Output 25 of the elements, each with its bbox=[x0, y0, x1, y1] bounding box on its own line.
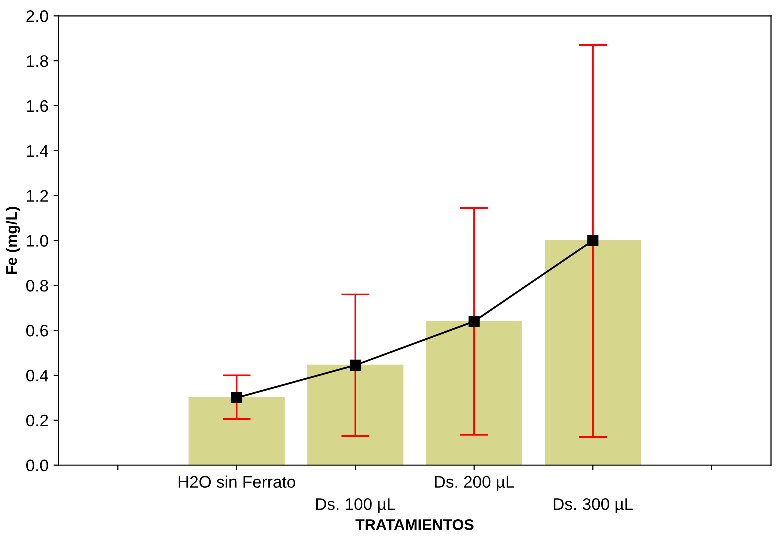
point bbox=[350, 360, 362, 371]
y-axis-title: Fe (mg/L) bbox=[6, 207, 20, 274]
y-tick-label: 0.2 bbox=[26, 414, 48, 427]
x-tick-label: Ds. 300 µL bbox=[554, 498, 634, 514]
y-tick-label: 1.6 bbox=[27, 100, 48, 112]
bar bbox=[426, 321, 522, 466]
x-tick-label: Ds. 200 µL bbox=[435, 476, 514, 492]
y-tick-label: 0.6 bbox=[26, 325, 48, 337]
y-tick-label: 0.4 bbox=[26, 370, 49, 382]
x-tick-label: Ds. 100 µL bbox=[316, 498, 396, 514]
point bbox=[231, 392, 242, 404]
bar bbox=[308, 364, 404, 466]
bar bbox=[188, 397, 285, 466]
x-tick-label: H2O sin Ferrato bbox=[178, 476, 296, 488]
x-axis-title: TRATAMIENTOS bbox=[356, 520, 474, 530]
y-tick-label: 1.8 bbox=[27, 55, 48, 68]
point bbox=[468, 316, 480, 328]
y-tick-label: 1.0 bbox=[27, 235, 48, 247]
y-tick-label: 0.0 bbox=[26, 460, 48, 472]
bar bbox=[545, 240, 642, 466]
y-tick-label: 1.2 bbox=[27, 190, 48, 202]
point bbox=[588, 235, 599, 246]
y-tick-label: 2.0 bbox=[26, 10, 48, 22]
y-tick-label: 0.8 bbox=[26, 280, 48, 292]
y-tick-label: 1.4 bbox=[27, 145, 49, 157]
